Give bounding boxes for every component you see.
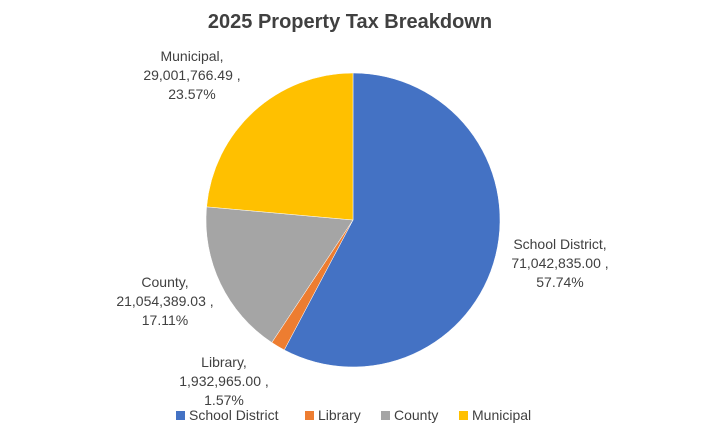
legend: School District Library County Municipal (176, 407, 531, 423)
legend-swatch (459, 411, 468, 420)
data-label-library: Library, 1,932,965.00 , 1.57% (179, 354, 269, 408)
legend-label: Municipal (472, 407, 531, 423)
legend-item-county: County (381, 407, 438, 423)
legend-label: County (394, 407, 438, 423)
data-label-municipal: Municipal, 29,001,766.49 , 23.57% (143, 48, 240, 102)
legend-item-library: Library (305, 407, 361, 423)
pie-slice-county (205, 206, 354, 343)
pie-slices (205, 72, 501, 368)
data-label-school-district: School District, 71,042,835.00 , 57.74% (511, 236, 608, 290)
chart-title: 2025 Property Tax Breakdown (208, 11, 492, 33)
legend-item-municipal: Municipal (459, 407, 531, 423)
data-labels: School District, 71,042,835.00 , 57.74% Lib… (116, 48, 608, 408)
data-label-county: County, 21,054,389.03 , 17.11% (116, 274, 213, 328)
legend-swatch (381, 411, 390, 420)
legend-item-school-district: School District (176, 407, 279, 423)
legend-swatch (176, 411, 185, 420)
pie-slice-school-district (283, 72, 501, 368)
legend-swatch (305, 411, 314, 420)
legend-label: Library (318, 407, 361, 423)
legend-label: School District (189, 407, 279, 423)
pie-slice-municipal (206, 72, 354, 221)
